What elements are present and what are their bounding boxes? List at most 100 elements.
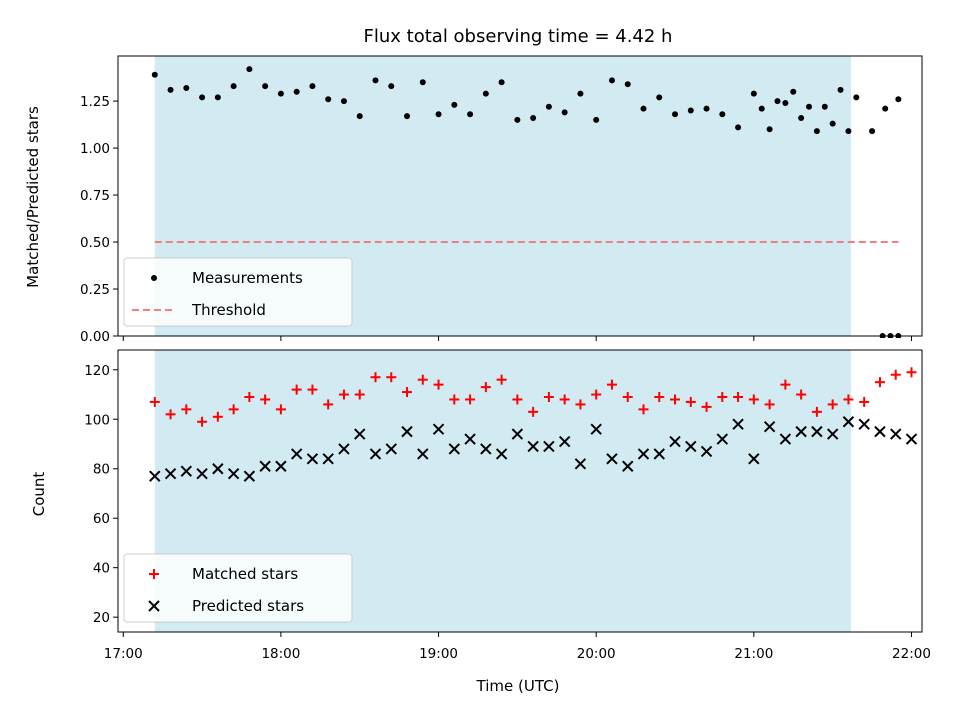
predicted-star-point: [480, 443, 492, 455]
matched-star-point: [480, 382, 491, 393]
y-tick-label: 1.00: [80, 141, 110, 157]
measurement-point: [782, 99, 789, 106]
predicted-star-point: [606, 453, 618, 465]
measurement-point: [750, 90, 757, 97]
legend-marker-x: [148, 600, 160, 612]
legend-label: Predicted stars: [192, 597, 304, 615]
predicted-star-point: [811, 425, 823, 438]
matched-star-point: [717, 392, 728, 402]
matched-star-point: [512, 394, 523, 405]
predicted-star-point: [432, 423, 445, 435]
matched-star-point: [417, 374, 428, 385]
measurement-point: [340, 98, 347, 105]
matched-star-point: [685, 396, 696, 407]
measurement-point: [372, 77, 379, 84]
predicted-star-point: [954, 459, 960, 469]
measurement-point: [561, 109, 568, 116]
measurement-point: [895, 96, 902, 103]
matched-star-point: [906, 367, 917, 378]
matched-star-point: [528, 406, 539, 417]
measurement-point: [774, 98, 781, 105]
predicted-star-point: [322, 453, 334, 465]
predicted-star-point: [637, 448, 650, 460]
measurement-point: [577, 90, 584, 97]
matched-star-point: [874, 377, 885, 388]
matched-star-point: [244, 392, 255, 402]
matched-star-point: [954, 397, 960, 407]
predicted-star-point: [401, 425, 413, 438]
x-tick-label: 20:00: [577, 646, 616, 662]
ratio-panel: 0.00 0.25 0.50 0.75 1.00 1.25 Measurements Thre…: [80, 55, 923, 345]
matched-star-point: [591, 389, 602, 400]
legend-box: [123, 257, 353, 327]
matched-star-point: [938, 357, 948, 367]
predicted-star-point: [890, 428, 902, 440]
x-tick-label: 19:00: [419, 646, 458, 662]
plot-frame: [117, 349, 923, 633]
predicted-star-point: [826, 428, 839, 440]
y-tick-label: 0.25: [80, 282, 110, 298]
measurement-point: [214, 94, 221, 101]
measurement-point: [790, 88, 797, 95]
measurement-point: [813, 128, 820, 135]
measurement-point: [482, 90, 489, 97]
y-tick-label: 0.50: [80, 235, 110, 251]
measurement-point: [845, 128, 852, 135]
predicted-star-point: [527, 440, 539, 453]
matched-star-point: [433, 379, 444, 390]
measurement-point: [798, 115, 805, 122]
legend-marker-dot: [151, 275, 157, 281]
measurement-point: [309, 83, 316, 90]
y-tick-label: 0.00: [80, 329, 110, 345]
matched-star-point: [811, 406, 822, 417]
predicted-star-point: [669, 435, 681, 448]
predicted-star-point: [385, 443, 397, 455]
predicted-star-point: [243, 470, 256, 482]
matched-star-point: [338, 389, 349, 400]
measurement-point: [246, 66, 253, 73]
predicted-star-point: [259, 460, 271, 472]
measurement-point: [183, 84, 190, 91]
predicted-star-point: [858, 418, 870, 430]
matched-star-point: [354, 389, 365, 400]
predicted-star-point: [275, 460, 287, 472]
matched-star-point: [275, 404, 286, 415]
predicted-star-point: [732, 418, 744, 430]
measurement-point: [853, 94, 860, 101]
y-tick-label: 60: [93, 511, 110, 527]
measurement-point: [882, 105, 889, 112]
measurement-point: [608, 77, 615, 84]
predicted-star-point: [149, 470, 161, 482]
matched-star-point: [449, 394, 460, 405]
measurement-point: [837, 86, 844, 93]
predicted-star-point: [495, 448, 508, 460]
predicted-star-point: [464, 433, 476, 445]
matched-star-point: [291, 384, 302, 395]
measurement-point: [821, 103, 828, 110]
matched-star-point: [212, 411, 223, 422]
predicted-star-point: [196, 467, 208, 480]
y-tick-label: 0.75: [80, 188, 110, 204]
measurement-point: [293, 88, 300, 95]
predicted-star-point: [938, 412, 948, 422]
predicted-star-point: [369, 448, 382, 460]
matched-star-point: [465, 394, 476, 405]
plot-frame: [117, 55, 923, 337]
legend-marker-plus: [149, 569, 159, 579]
y-tick-label: 40: [93, 561, 110, 577]
matched-star-point: [197, 416, 208, 427]
measurement-point: [451, 101, 458, 108]
y-tick-label: 1.25: [80, 94, 110, 110]
chart-title: Flux total observing time = 4.42 h: [364, 26, 673, 47]
y-tick-label: 100: [84, 412, 110, 428]
y-tick-label: 20: [93, 610, 110, 626]
matched-star-point: [827, 399, 838, 410]
measurement-point: [656, 94, 663, 101]
predicted-star-point: [685, 440, 697, 453]
matched-star-point: [843, 394, 854, 405]
matched-star-point: [543, 392, 554, 402]
predicted-star-point: [748, 453, 760, 465]
matched-star-point: [386, 372, 397, 383]
plot-marks: [149, 357, 960, 482]
